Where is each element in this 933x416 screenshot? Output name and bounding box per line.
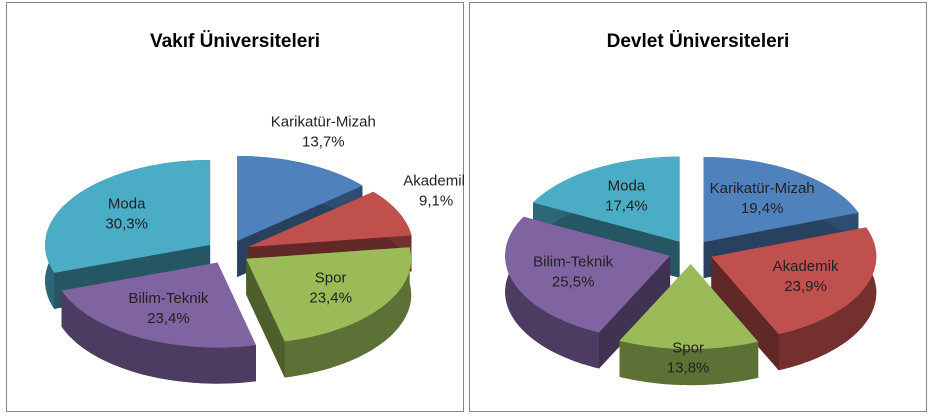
chart-title: Devlet Üniversiteleri <box>607 31 790 52</box>
slice-rim <box>505 216 599 369</box>
slice-category-label: Bilim-Teknik <box>533 254 614 271</box>
slice-category-label: Karikatür-Mizah <box>710 180 815 197</box>
slice-value-label: 23,4% <box>309 290 352 307</box>
slice-value-label: 19,4% <box>741 200 784 217</box>
slice-value-label: 23,4% <box>147 310 190 327</box>
slice-value-label: 30,3% <box>105 215 148 232</box>
slice-rim <box>619 340 759 386</box>
slice-value-label: 13,8% <box>667 359 710 376</box>
slice-category-label: Akademik <box>403 172 464 189</box>
slice-rim <box>284 247 412 378</box>
pie-slice <box>619 264 759 350</box>
pie-slice <box>246 247 412 342</box>
slice-value-label: 17,4% <box>605 198 648 215</box>
slice-category-label: Karikatür-Mizah <box>271 113 376 130</box>
chart-title: Vakıf Üniversiteleri <box>150 31 320 52</box>
slice-rim <box>778 227 877 371</box>
slice-category-label: Moda <box>608 178 646 195</box>
pie-slice <box>505 216 671 333</box>
slice-value-label: 23,9% <box>784 278 827 295</box>
pie-slice <box>703 157 859 243</box>
pie-slice <box>533 156 680 242</box>
slice-category-label: Bilim-Teknik <box>128 290 209 307</box>
slice-value-label: 25,5% <box>552 274 595 291</box>
slice-wall <box>246 258 285 378</box>
slice-rim <box>61 290 256 384</box>
slice-category-label: Moda <box>108 195 146 212</box>
slice-category-label: Spor <box>672 339 704 356</box>
pie-slice <box>61 262 256 348</box>
pie-slice <box>711 227 877 335</box>
slice-wall <box>711 256 779 371</box>
slice-category-label: Spor <box>315 270 347 287</box>
slice-category-label: Akademik <box>773 258 839 275</box>
slice-value-label: 13,7% <box>302 133 345 150</box>
chart-panel: Vakıf Üniversiteleri Karikatür-Mizah 13,7… <box>6 2 464 412</box>
slice-value-label: 9,1% <box>419 192 453 209</box>
pie-slice <box>248 191 412 247</box>
pie-slice <box>237 156 363 241</box>
chart-panel: Devlet Üniversiteleri Karikatür-Mizah 19,… <box>469 2 927 412</box>
pie-slice <box>45 160 211 273</box>
